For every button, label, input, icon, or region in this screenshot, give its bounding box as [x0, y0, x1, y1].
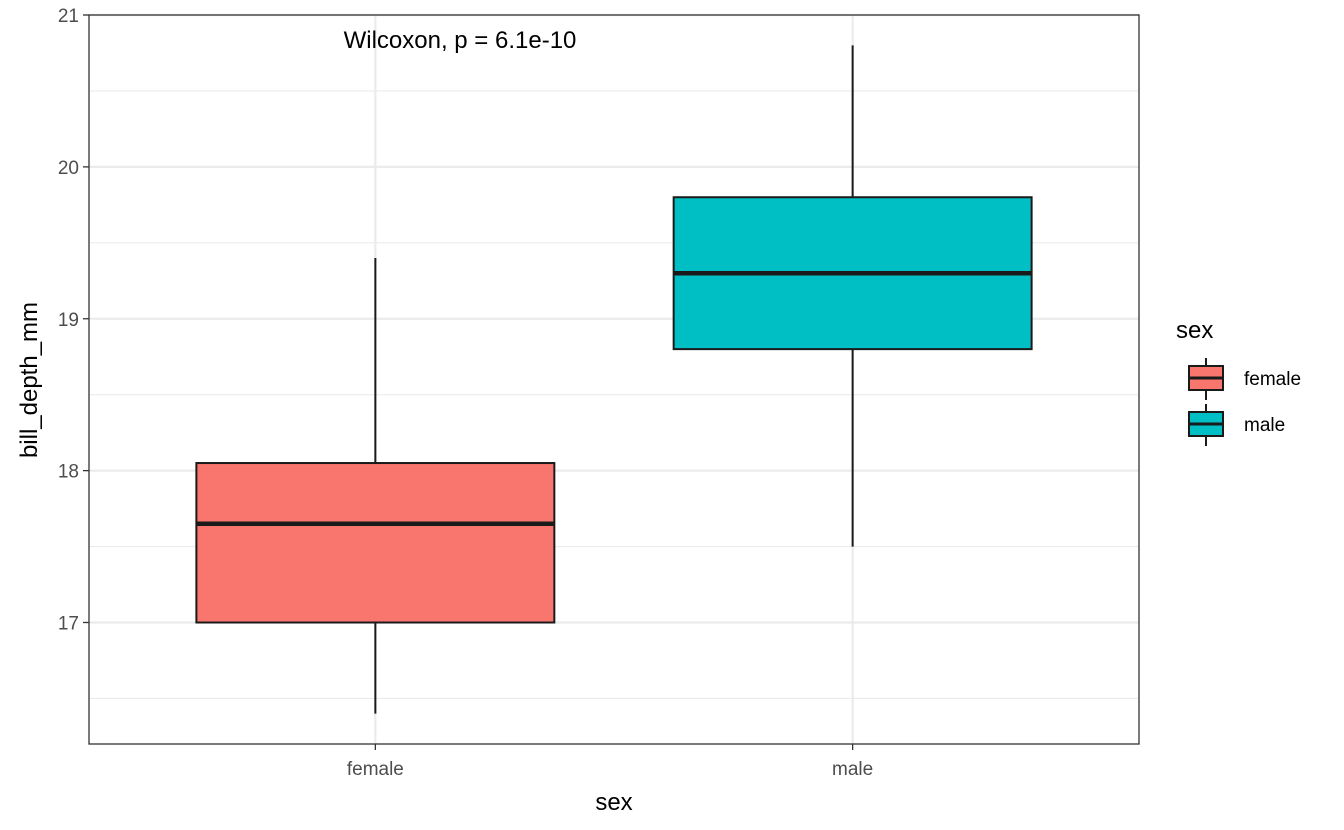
x-axis-title: sex: [595, 789, 632, 816]
x-axis: female male: [347, 744, 873, 780]
legend-item-male: male: [1188, 404, 1285, 446]
y-tick-label: 20: [58, 158, 79, 179]
box-iqr: [195, 462, 556, 624]
x-tick-label: male: [832, 759, 873, 780]
legend-label: female: [1244, 369, 1301, 390]
y-axis-title: bill_depth_mm: [16, 302, 43, 458]
plot-background: [89, 15, 1139, 744]
legend-label: male: [1244, 415, 1285, 436]
box-male: [672, 45, 1033, 547]
y-tick-label: 21: [58, 6, 79, 27]
legend: sex female male: [1176, 317, 1301, 446]
x-tick-label: female: [347, 759, 404, 780]
plot-border: [88, 14, 1140, 745]
annotation: Wilcoxon, p = 6.1e-10: [344, 27, 577, 54]
boxes: [195, 45, 1033, 714]
y-axis: 17 18 19 20 21: [58, 6, 89, 635]
legend-title: sex: [1176, 317, 1213, 344]
legend-item-female: female: [1188, 358, 1301, 400]
box-female: [195, 258, 556, 714]
y-tick-label: 18: [58, 462, 79, 483]
y-tick-label: 19: [58, 310, 79, 331]
y-tick-label: 17: [58, 614, 79, 635]
